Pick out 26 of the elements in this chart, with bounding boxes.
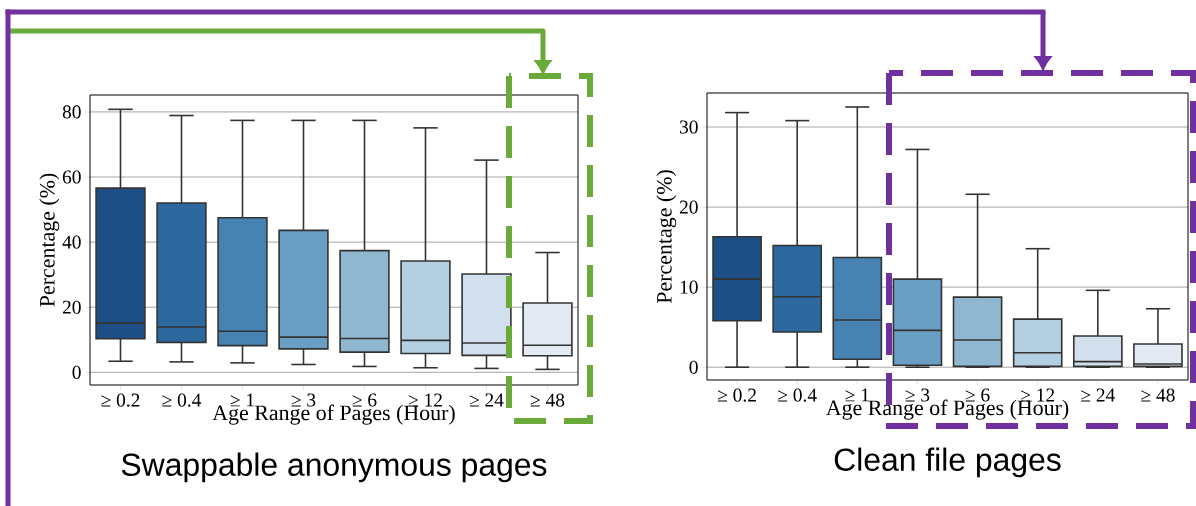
x-tick-label: ≥ 12 <box>408 393 442 407</box>
y-tick-label: 0 <box>72 365 81 379</box>
x-tick-label: ≥ 24 <box>1081 388 1115 402</box>
x-tick-label: ≥ 3 <box>291 393 316 407</box>
text: Swappable anonymous pages <box>121 452 547 483</box>
x-tick-label: ≥ 0.2 <box>717 388 756 402</box>
x-tick-label: ≥ 6 <box>965 388 990 402</box>
x-tick-label: ≥ 0.4 <box>162 393 202 407</box>
x-tick-label: ≥ 0.4 <box>778 388 817 402</box>
y-tick-label: 20 <box>62 300 81 314</box>
x-tick-label: ≥ 24 <box>469 393 504 407</box>
x-tick-label: ≥ 6 <box>352 393 377 407</box>
y-axis-title: Percentage (%) <box>656 170 677 304</box>
x-tick-label: ≥ 48 <box>1141 388 1175 402</box>
y-axis-title: Percentage (%) <box>39 173 60 307</box>
x-tick-label: ≥ 48 <box>530 393 565 407</box>
y-tick-label: 0 <box>689 360 698 374</box>
y-tick-label: 30 <box>679 120 698 134</box>
y-tick-label: 20 <box>679 200 698 214</box>
x-tick-label: ≥ 0.2 <box>101 393 140 407</box>
y-tick-label: 80 <box>62 105 81 119</box>
y-tick-label: 60 <box>62 170 81 184</box>
y-tick-label: 40 <box>62 235 81 249</box>
y-tick-label: 10 <box>680 280 698 294</box>
text: Clean file pages <box>834 447 1061 478</box>
x-tick-label: ≥ 3 <box>905 388 930 402</box>
